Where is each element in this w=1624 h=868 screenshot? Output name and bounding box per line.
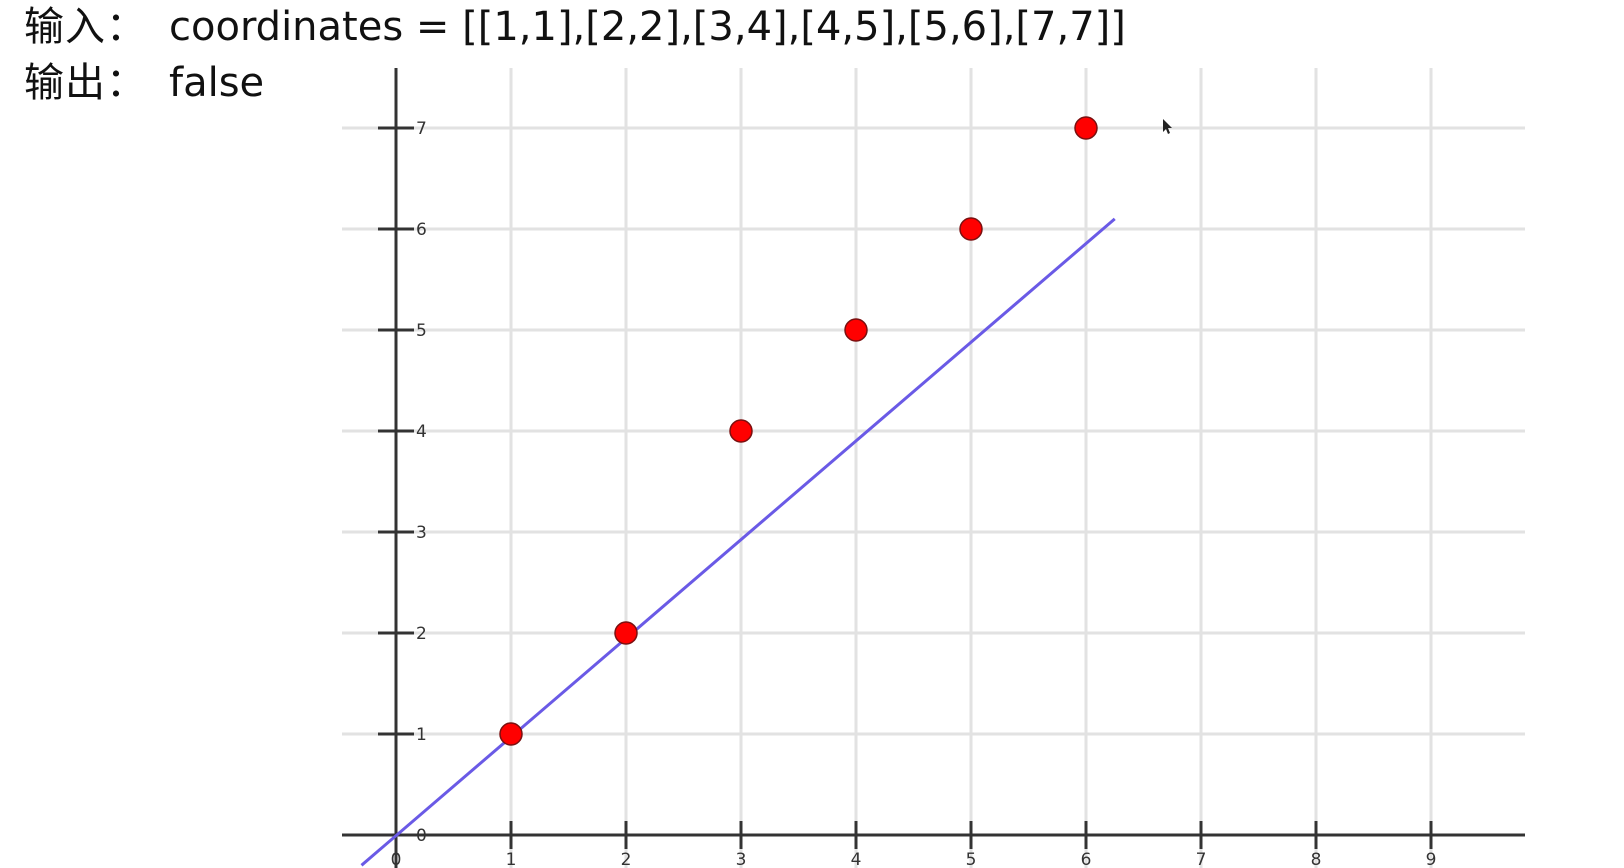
- reference-line: [360, 217, 1116, 867]
- grid: [342, 68, 1525, 868]
- y-tick-label-3: 3: [416, 523, 427, 543]
- output-line: 输出： false: [24, 56, 264, 110]
- x-tick-label-2: 2: [621, 850, 632, 868]
- y-tick-label-1: 1: [416, 725, 427, 745]
- data-point-5: [959, 217, 983, 241]
- y-tick-label-6: 6: [416, 220, 427, 240]
- axes: 0 1 2 3 4 5 6 7 0 1 2 3 4 5 6 7 8 9: [342, 68, 1525, 868]
- input-value: coordinates = [[1,1],[2,2],[3,4],[4,5],[…: [169, 4, 1126, 50]
- y-tick-label-5: 5: [416, 321, 427, 341]
- reference-line-layer: [360, 217, 1116, 867]
- data-point-6: [1074, 116, 1098, 140]
- x-tick-label-0: 0: [391, 850, 402, 868]
- points-layer: [499, 116, 1098, 746]
- x-tick-label-4: 4: [851, 850, 862, 868]
- input-line: 输入： coordinates = [[1,1],[2,2],[3,4],[4,5…: [24, 0, 1126, 54]
- input-label: 输入：: [24, 4, 147, 50]
- y-tick-label-7: 7: [416, 119, 427, 139]
- x-tick-label-9: 9: [1426, 850, 1437, 868]
- x-tick-label-3: 3: [736, 850, 747, 868]
- x-tick-label-6: 6: [1081, 850, 1092, 868]
- data-point-2: [614, 621, 638, 645]
- x-tick-label-1: 1: [506, 850, 517, 868]
- output-label: 输出：: [24, 60, 147, 106]
- cursor-icon: [1163, 119, 1172, 134]
- y-tick-label-0: 0: [416, 826, 427, 846]
- x-tick-label-5: 5: [966, 850, 977, 868]
- data-point-4: [844, 318, 868, 342]
- y-tick-label-4: 4: [416, 422, 427, 442]
- data-point-1: [499, 722, 523, 746]
- x-tick-label-8: 8: [1311, 850, 1322, 868]
- output-value: false: [169, 60, 265, 106]
- mouse-cursor: [1163, 119, 1172, 134]
- data-point-3: [729, 419, 753, 443]
- y-tick-label-2: 2: [416, 624, 427, 644]
- x-tick-label-7: 7: [1196, 850, 1207, 868]
